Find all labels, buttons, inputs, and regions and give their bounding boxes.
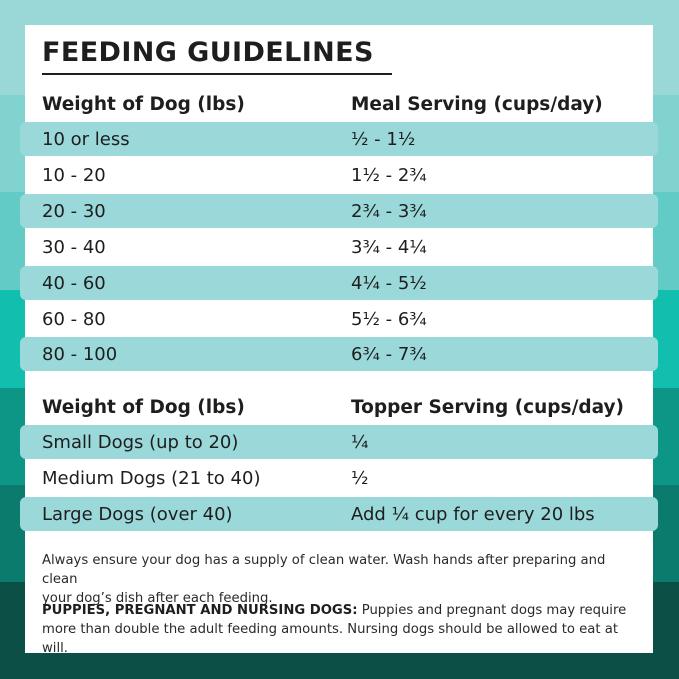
water-note-line-1: Always ensure your dog has a supply of c…: [42, 553, 606, 587]
serving-cell: 4¼ - 5½: [351, 273, 427, 294]
serving-cell: 2¾ - 3¾: [351, 201, 427, 222]
water-note: Always ensure your dog has a supply of c…: [42, 551, 642, 608]
topper-table-row: Small Dogs (up to 20) ¼: [20, 425, 658, 459]
meal-table-row: 10 - 20 1½ - 2¾: [20, 158, 658, 192]
weight-cell: 30 - 40: [42, 237, 106, 258]
puppies-note: PUPPIES, PREGNANT AND NURSING DOGS: Pupp…: [42, 601, 642, 658]
meal-table-row: 60 - 80 5½ - 6¾: [20, 302, 658, 336]
topper-table-header-serving: Topper Serving (cups/day): [351, 397, 624, 418]
serving-cell: 3¾ - 4¼: [351, 237, 427, 258]
weight-cell: 10 - 20: [42, 165, 106, 186]
title-underline: [42, 73, 392, 75]
serving-cell: Add ¼ cup for every 20 lbs: [351, 504, 595, 525]
weight-cell: Large Dogs (over 40): [42, 504, 233, 525]
weight-cell: 80 - 100: [42, 344, 118, 365]
serving-cell: ½: [351, 468, 369, 489]
weight-cell: Small Dogs (up to 20): [42, 432, 239, 453]
meal-table-row: 10 or less ½ - 1½: [20, 122, 658, 156]
weight-cell: 10 or less: [42, 129, 130, 150]
puppies-note-label: PUPPIES, PREGNANT AND NURSING DOGS:: [42, 603, 358, 618]
puppies-note-line-2: more than double the adult feeding amoun…: [42, 622, 618, 656]
meal-table-row: 30 - 40 3¾ - 4¼: [20, 230, 658, 264]
serving-cell: 1½ - 2¾: [351, 165, 427, 186]
weight-cell: 20 - 30: [42, 201, 106, 222]
weight-cell: 60 - 80: [42, 309, 106, 330]
meal-table-header-serving: Meal Serving (cups/day): [351, 94, 603, 115]
weight-cell: 40 - 60: [42, 273, 106, 294]
serving-cell: 5½ - 6¾: [351, 309, 427, 330]
meal-table-row: 80 - 100 6¾ - 7¾: [20, 337, 658, 371]
meal-table-row: 40 - 60 4¼ - 5½: [20, 266, 658, 300]
topper-table-row: Medium Dogs (21 to 40) ½: [20, 461, 658, 495]
meal-table-header-weight: Weight of Dog (lbs): [42, 94, 245, 115]
serving-cell: 6¾ - 7¾: [351, 344, 427, 365]
serving-cell: ¼: [351, 432, 369, 453]
water-note-line-2: your dog’s dish after each feeding.: [42, 591, 273, 606]
topper-table-header-weight: Weight of Dog (lbs): [42, 397, 245, 418]
feeding-guidelines-card: FEEDING GUIDELINES Weight of Dog (lbs) M…: [20, 25, 658, 656]
meal-table-row: 20 - 30 2¾ - 3¾: [20, 194, 658, 228]
page-title: FEEDING GUIDELINES: [42, 37, 374, 68]
topper-table-row: Large Dogs (over 40) Add ¼ cup for every…: [20, 497, 658, 531]
puppies-note-text-1: Puppies and pregnant dogs may require: [357, 603, 627, 618]
weight-cell: Medium Dogs (21 to 40): [42, 468, 261, 489]
puppies-note-line-1: PUPPIES, PREGNANT AND NURSING DOGS: Pupp…: [42, 601, 642, 620]
serving-cell: ½ - 1½: [351, 129, 416, 150]
